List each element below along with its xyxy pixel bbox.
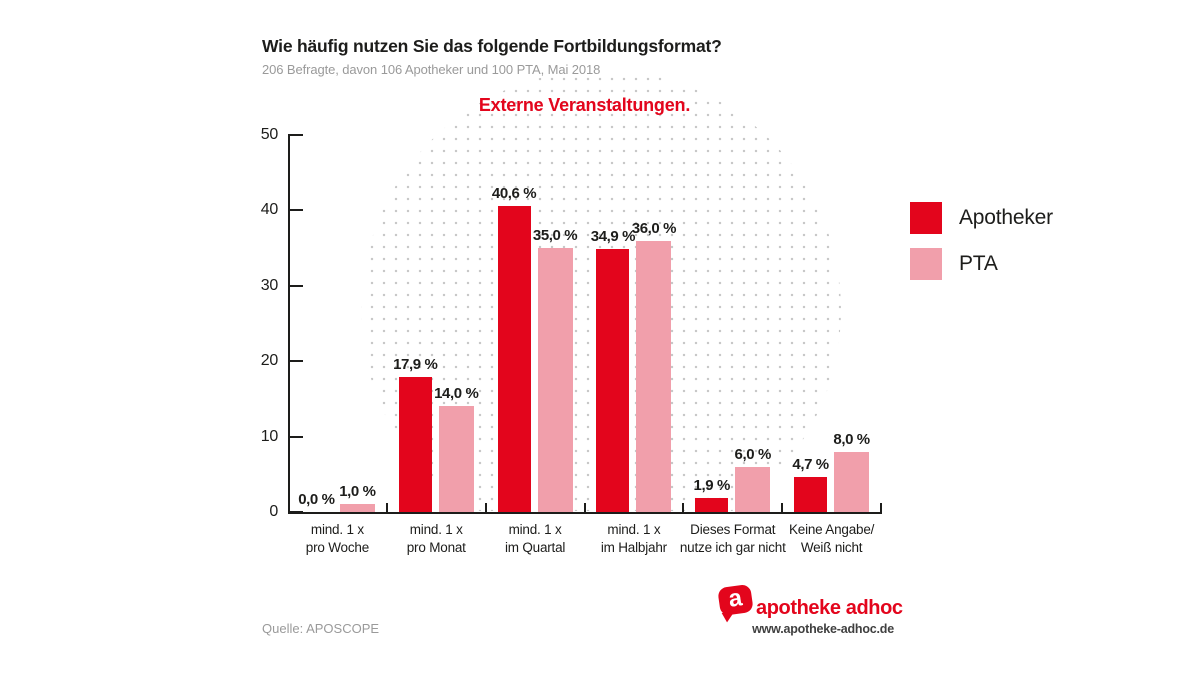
logo-wordmark: apotheke adhoc bbox=[756, 597, 903, 619]
bar-group: 40,6 % 35,0 % bbox=[486, 135, 585, 512]
source-note: Quelle: APOSCOPE bbox=[262, 621, 380, 636]
bar-value-label: 6,0 % bbox=[734, 445, 772, 463]
legend-label: PTA bbox=[959, 252, 998, 275]
category-labels: mind. 1 x pro Woche mind. 1 x pro Monat mind… bbox=[288, 521, 881, 561]
category-label: Keine Angabe/Weiß nicht bbox=[752, 521, 912, 556]
legend-item-apotheker: Apotheker bbox=[910, 202, 1053, 234]
category-label-line: Keine Angabe/ bbox=[788, 522, 875, 537]
bar-value-label: 14,0 % bbox=[434, 385, 479, 403]
bar-apotheker bbox=[596, 248, 630, 512]
logo-letter: a bbox=[726, 583, 744, 613]
bar-apotheker bbox=[497, 205, 531, 512]
bar-value-label: 40,6 % bbox=[491, 184, 537, 202]
category-label-line: im Quartal bbox=[504, 539, 566, 555]
x-axis-line bbox=[288, 512, 882, 514]
legend-label: Apotheker bbox=[959, 206, 1053, 229]
category-label-line: nutze ich gar nicht bbox=[679, 539, 786, 555]
bar-apotheker bbox=[794, 476, 828, 512]
x-axis-tick bbox=[682, 503, 685, 512]
y-axis-line bbox=[288, 134, 290, 513]
category-label: mind. 1 x pro Woche bbox=[257, 521, 417, 556]
bar-pta bbox=[537, 248, 573, 512]
bar-value-label: 34,9 % bbox=[590, 227, 636, 245]
category-label: mind. 1 x im Quartal bbox=[455, 521, 615, 556]
category-label-line: pro Monat bbox=[406, 539, 466, 555]
page-subtitle: 206 Befragte, davon 106 Apotheker und 10… bbox=[262, 62, 601, 77]
category-label-line: mind. 1 x bbox=[607, 522, 661, 537]
bar-apotheker bbox=[695, 497, 729, 512]
bar-pta bbox=[339, 504, 375, 512]
bar-value-label: 35,0 % bbox=[532, 227, 578, 245]
y-axis-tick-label: 10 bbox=[260, 427, 279, 445]
logo-url: www.apotheke-adhoc.de bbox=[752, 622, 894, 636]
y-axis-tick-label: 40 bbox=[260, 201, 279, 219]
category-label-line: mind. 1 x bbox=[508, 522, 562, 537]
bar-group: 17,9 % 14,0 % bbox=[387, 135, 486, 512]
bar-group: 1,9 % 6,0 % bbox=[683, 135, 782, 512]
category-label-line: pro Woche bbox=[305, 539, 370, 555]
bar-pta bbox=[834, 451, 870, 512]
apotheke-adhoc-logo: a apotheke adhoc www.apotheke-adhoc.de bbox=[716, 583, 903, 636]
y-axis-tick bbox=[290, 360, 303, 363]
x-axis-tick bbox=[583, 503, 586, 512]
category-label: Dieses Format nutze ich gar nicht bbox=[653, 521, 813, 556]
bar-value-label: 1,9 % bbox=[693, 476, 731, 494]
category-label: mind. 1 x im Halbjahr bbox=[554, 521, 714, 556]
bar-pta bbox=[735, 466, 771, 512]
plot-area: 0 10 20 30 40 50 0,0 % 1,0 % 17,9 % 14,0 % 40,6 % 3… bbox=[261, 126, 882, 520]
category-label-line: Weiß nicht bbox=[800, 539, 863, 555]
x-axis-tick bbox=[880, 503, 882, 512]
y-axis-tick bbox=[290, 134, 303, 136]
chart-title: Externe Veranstaltungen. bbox=[478, 95, 691, 115]
speech-bubble-icon: a bbox=[717, 583, 754, 617]
legend: Apotheker PTA bbox=[910, 202, 1053, 294]
bar-group: 4,7 % 8,0 % bbox=[782, 135, 881, 512]
category-label-line: im Halbjahr bbox=[600, 539, 667, 555]
x-axis-tick bbox=[385, 503, 388, 512]
bar-value-label: 17,9 % bbox=[393, 356, 438, 374]
category-label-line: Dieses Format bbox=[690, 522, 776, 537]
y-axis-tick-label: 20 bbox=[260, 352, 279, 370]
bar-pta bbox=[636, 240, 672, 512]
category-label: mind. 1 x pro Monat bbox=[356, 521, 516, 556]
y-axis-tick bbox=[290, 284, 303, 287]
y-axis-tick bbox=[290, 511, 303, 513]
header: Wie häufig nutzen Sie das folgende Fortb… bbox=[262, 36, 962, 77]
legend-swatch bbox=[910, 202, 942, 234]
bar-group: 34,9 % 36,0 % bbox=[585, 135, 684, 512]
y-axis-tick-label: 50 bbox=[260, 126, 279, 143]
x-axis-tick bbox=[781, 503, 784, 512]
legend-item-pta: PTA bbox=[910, 248, 1053, 280]
y-axis-tick-label: 30 bbox=[260, 276, 279, 294]
legend-swatch bbox=[910, 248, 942, 280]
page-title: Wie häufig nutzen Sie das folgende Fortb… bbox=[262, 36, 722, 56]
bar-pta bbox=[438, 406, 474, 512]
category-label-line: mind. 1 x bbox=[310, 522, 364, 537]
bar-value-label: 0,0 % bbox=[298, 491, 335, 508]
y-axis-tick-label: 0 bbox=[269, 503, 278, 520]
bar-value-label: 4,7 % bbox=[792, 455, 829, 473]
category-label-line: mind. 1 x bbox=[409, 522, 463, 537]
bar-apotheker bbox=[398, 377, 432, 512]
bar-value-label: 36,0 % bbox=[631, 219, 677, 237]
bar-value-label: 1,0 % bbox=[339, 483, 376, 501]
bar-value-label: 8,0 % bbox=[833, 430, 870, 448]
y-axis-tick bbox=[290, 209, 303, 212]
y-axis-tick bbox=[290, 435, 303, 438]
x-axis-tick bbox=[484, 503, 487, 512]
bar-group: 0,0 % 1,0 % bbox=[288, 135, 387, 512]
